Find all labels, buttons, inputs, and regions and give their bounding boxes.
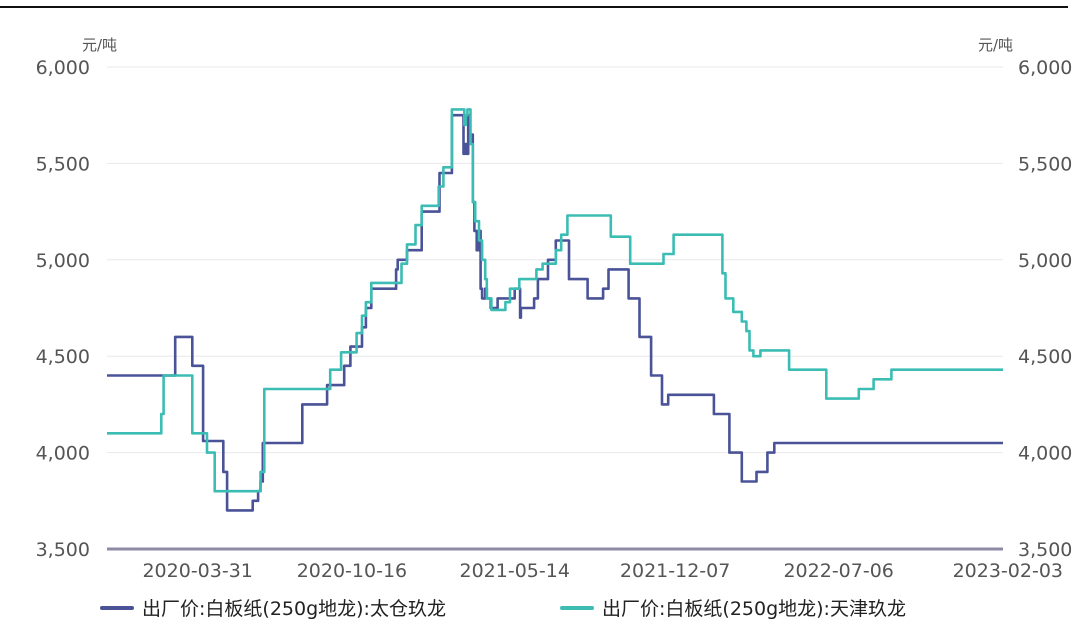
y-tick-label-right: 6,000 [1018,57,1072,79]
right-y-axis: 3,500 4,000 4,500 5,000 5,500 6,000 [1018,57,1072,561]
legend-item-tianjin[interactable]: 出厂价:白板纸(250g地龙):天津玖龙 [560,594,906,621]
legend: 出厂价:白板纸(250g地龙):太仓玖龙 出厂价:白板纸(250g地龙):天津玖… [0,594,1079,624]
x-axis: 2020-03-31 2020-10-16 2021-05-14 2021-12-07… [107,547,1063,582]
y-tick-label-right: 4,500 [1018,346,1072,368]
legend-item-taicang[interactable]: 出厂价:白板纸(250g地龙):太仓玖龙 [100,594,446,621]
x-tick-label: 2020-10-16 [297,560,407,582]
series-line-1 [107,108,1003,493]
x-tick-label: 2021-12-07 [620,560,730,582]
series-lines [107,108,1003,512]
x-tick-label: 2021-05-14 [459,560,569,582]
x-tick-label: 2020-03-31 [142,560,252,582]
top-border-line [0,6,1068,8]
y-tick-label-left: 3,500 [36,539,90,561]
y-tick-label-right: 5,000 [1018,250,1072,272]
right-axis-unit: 元/吨 [978,36,1013,54]
y-tick-label-right: 3,500 [1018,539,1072,561]
y-tick-label-left: 5,000 [36,250,90,272]
x-tick-label: 2023-02-03 [953,560,1063,582]
y-tick-label-left: 5,500 [36,153,90,175]
y-tick-label-left: 4,500 [36,346,90,368]
grid-lines [107,66,1003,454]
left-axis-unit: 元/吨 [82,36,117,54]
price-line-chart: 元/吨 元/吨 3,500 4,000 4,500 5,000 5,500 6,000 3… [36,36,1073,582]
series-line-0 [107,113,1003,512]
legend-swatch-tianjin [560,605,594,610]
legend-label-taicang: 出厂价:白板纸(250g地龙):太仓玖龙 [142,598,446,620]
y-tick-label-right: 5,500 [1018,153,1072,175]
y-tick-label-left: 6,000 [36,57,90,79]
x-tick-label: 2022-07-06 [783,560,893,582]
legend-swatch-taicang [100,605,134,610]
left-y-axis: 3,500 4,000 4,500 5,000 5,500 6,000 [36,57,90,561]
legend-label-tianjin: 出厂价:白板纸(250g地龙):天津玖龙 [602,598,906,620]
y-tick-label-left: 4,000 [36,443,90,465]
y-tick-label-right: 4,000 [1018,443,1072,465]
